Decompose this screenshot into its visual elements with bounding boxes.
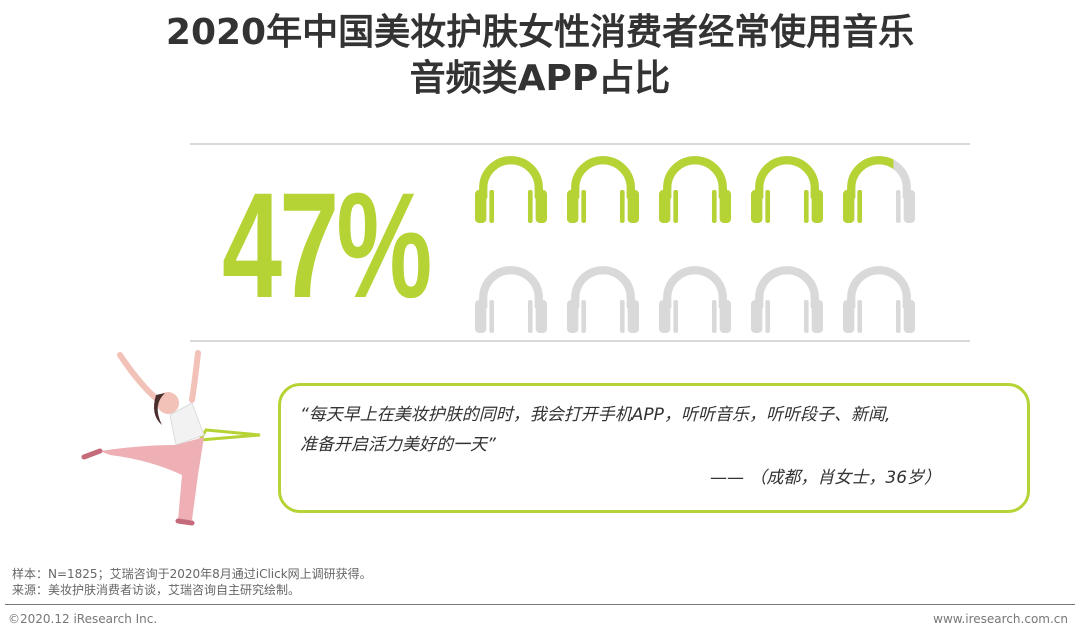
quote-author: —— （成都，肖女士，36岁）	[710, 468, 942, 488]
dancing-woman-illustration	[81, 350, 261, 526]
headphones-icon	[659, 153, 731, 225]
source-note: 来源：美妆护肤消费者访谈，艾瑞咨询自主研究绘制。	[12, 583, 301, 597]
headphones-icon	[475, 263, 547, 335]
headphones-icon	[843, 263, 915, 335]
headphones-icon	[475, 153, 547, 225]
headphones-icon	[843, 153, 915, 225]
headphones-icon	[659, 263, 731, 335]
headphones-icon	[751, 153, 823, 225]
website-link: www.iresearch.com.cn	[933, 612, 1068, 626]
quote-text: “每天早上在美妆护肤的同时，我会打开手机APP，听听音乐，听听段子、新闻, 准备…	[300, 405, 891, 455]
percentage-value: 47%	[222, 161, 432, 329]
divider-bottom	[190, 340, 970, 342]
sample-note: 样本：N=1825；艾瑞咨询于2020年8月通过iClick网上调研获得。	[12, 567, 372, 581]
quote-bubble	[278, 383, 1030, 513]
divider-top	[190, 143, 970, 145]
bubble-tail	[197, 428, 261, 442]
copyright: ©2020.12 iResearch Inc.	[8, 612, 158, 626]
headphones-icon	[567, 153, 639, 225]
headphones-icon	[567, 263, 639, 335]
page-title: 2020年中国美妆护肤女性消费者经常使用音乐 音频类APP占比	[165, 12, 915, 99]
headphones-icon	[751, 263, 823, 335]
footer-divider	[5, 604, 1075, 605]
